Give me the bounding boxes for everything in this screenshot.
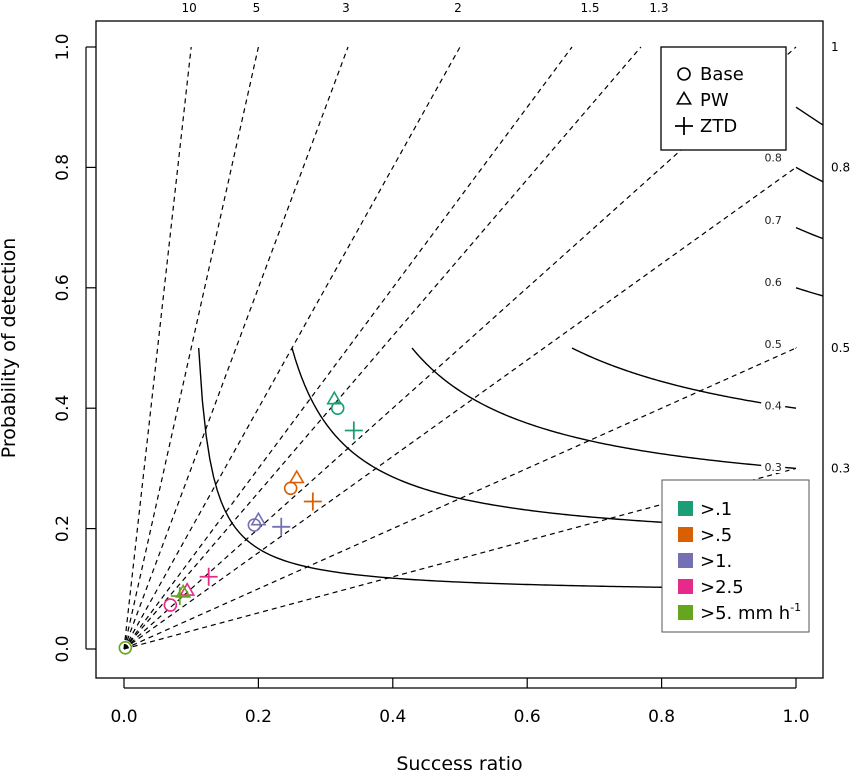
legend-triangle-icon [675, 90, 693, 105]
csi-label-bg [761, 338, 786, 351]
legend-plus-icon [675, 117, 693, 135]
bias-line [123, 46, 192, 650]
x-tick-label: 0.0 [110, 707, 137, 727]
bias-line [123, 46, 642, 650]
legend-circle-icon [677, 67, 691, 81]
x-tick-label: 0.2 [245, 707, 272, 727]
legend-swatch [678, 579, 693, 594]
point-ztd-plus [170, 587, 189, 606]
csi-label: 0.3 [764, 461, 782, 474]
marker-legend-box [660, 46, 787, 151]
csi-label: 0.7 [764, 214, 782, 227]
point-ztd-plus [303, 492, 322, 511]
bias-label: 1.3 [649, 1, 668, 15]
y-tick-label: 0.4 [53, 395, 73, 422]
bias-line [123, 46, 349, 650]
legend-superscript: -1 [790, 601, 801, 614]
axes: 0.0 0.2 0.4 0.6 0.8 1.0 0.0 0.2 0.4 0.6 0.8 1.0 [53, 33, 810, 727]
bias-label: 0.3 [831, 461, 850, 475]
point-pw-triangle [326, 390, 343, 405]
point-pw-triangle [179, 582, 196, 596]
y-axis-title: Probability of detection [0, 238, 20, 459]
bias-label: 1 [831, 40, 839, 54]
csi-curve [571, 347, 797, 409]
legend-label-threshold: >.1 [700, 499, 732, 520]
point-base-circle [330, 401, 345, 416]
marker-legend: Base PW ZTD [660, 46, 787, 151]
csi-label-bg [761, 276, 786, 289]
bias-label: 10 [182, 1, 197, 15]
csi-label: 0.4 [764, 400, 782, 413]
point-pw-triangle [250, 511, 267, 526]
bias-line [123, 46, 573, 650]
bias-label: 0.5 [831, 341, 850, 355]
legend-label-base: Base [700, 64, 744, 85]
bias-label: 1.5 [580, 1, 599, 15]
bias-label: 5 [253, 1, 261, 15]
legend-swatch [678, 553, 693, 568]
color-legend: >.1 >.5 >1. >2.5 >5. mm h-1 [661, 479, 810, 633]
csi-labels: 0.30.40.50.60.70.80.9 [761, 88, 786, 474]
point-ztd-plus [199, 567, 218, 586]
legend-swatch [678, 605, 693, 620]
legend-label-threshold: >1. [700, 551, 732, 572]
y-tick-label: 0.2 [53, 515, 73, 542]
legend-label-threshold: >.5 [700, 525, 732, 546]
bias-label: 0.8 [831, 160, 850, 174]
bias-line [123, 46, 259, 650]
csi-label: 0.5 [764, 338, 782, 351]
y-tick-label: 0.6 [53, 274, 73, 301]
legend-label-ztd: ZTD [700, 116, 737, 137]
legend-label-pw: PW [700, 90, 729, 111]
bias-labels: 10 5 3 2 1.5 1.3 1 0.8 0.5 0.3 [182, 1, 850, 475]
data-points [118, 390, 363, 655]
bias-line [123, 347, 797, 650]
csi-label: 0.8 [764, 151, 782, 164]
point-base-circle [283, 481, 298, 496]
y-tick-label: 0.0 [53, 635, 73, 662]
x-tick-label: 0.6 [514, 707, 541, 727]
bias-label: 2 [454, 1, 462, 15]
point-base-circle [118, 640, 133, 655]
legend-swatch [678, 527, 693, 542]
csi-label-bg [761, 213, 786, 226]
x-tick-label: 0.4 [379, 707, 406, 727]
point-pw-triangle [288, 469, 305, 484]
y-tick-label: 1.0 [53, 33, 73, 60]
csi-label-bg [761, 461, 786, 473]
point-base-circle [163, 598, 178, 612]
csi-label-bg [761, 151, 786, 164]
legend-label-threshold: >2.5 [700, 577, 744, 598]
x-tick-label: 1.0 [782, 707, 809, 727]
legend-label-threshold: >5. mm h-1 [700, 601, 801, 624]
x-axis-title: Success ratio [396, 753, 522, 770]
point-ztd-plus [272, 517, 291, 536]
bias-label: 3 [342, 1, 350, 15]
csi-label-bg [761, 399, 786, 412]
csi-curve [411, 347, 797, 470]
y-tick-label: 0.8 [53, 154, 73, 181]
point-ztd-plus [344, 421, 363, 440]
csi-label: 0.6 [764, 276, 782, 289]
x-tick-label: 0.8 [648, 707, 675, 727]
bias-line [123, 166, 797, 650]
plot-frame [95, 20, 824, 679]
legend-swatch [678, 501, 693, 516]
